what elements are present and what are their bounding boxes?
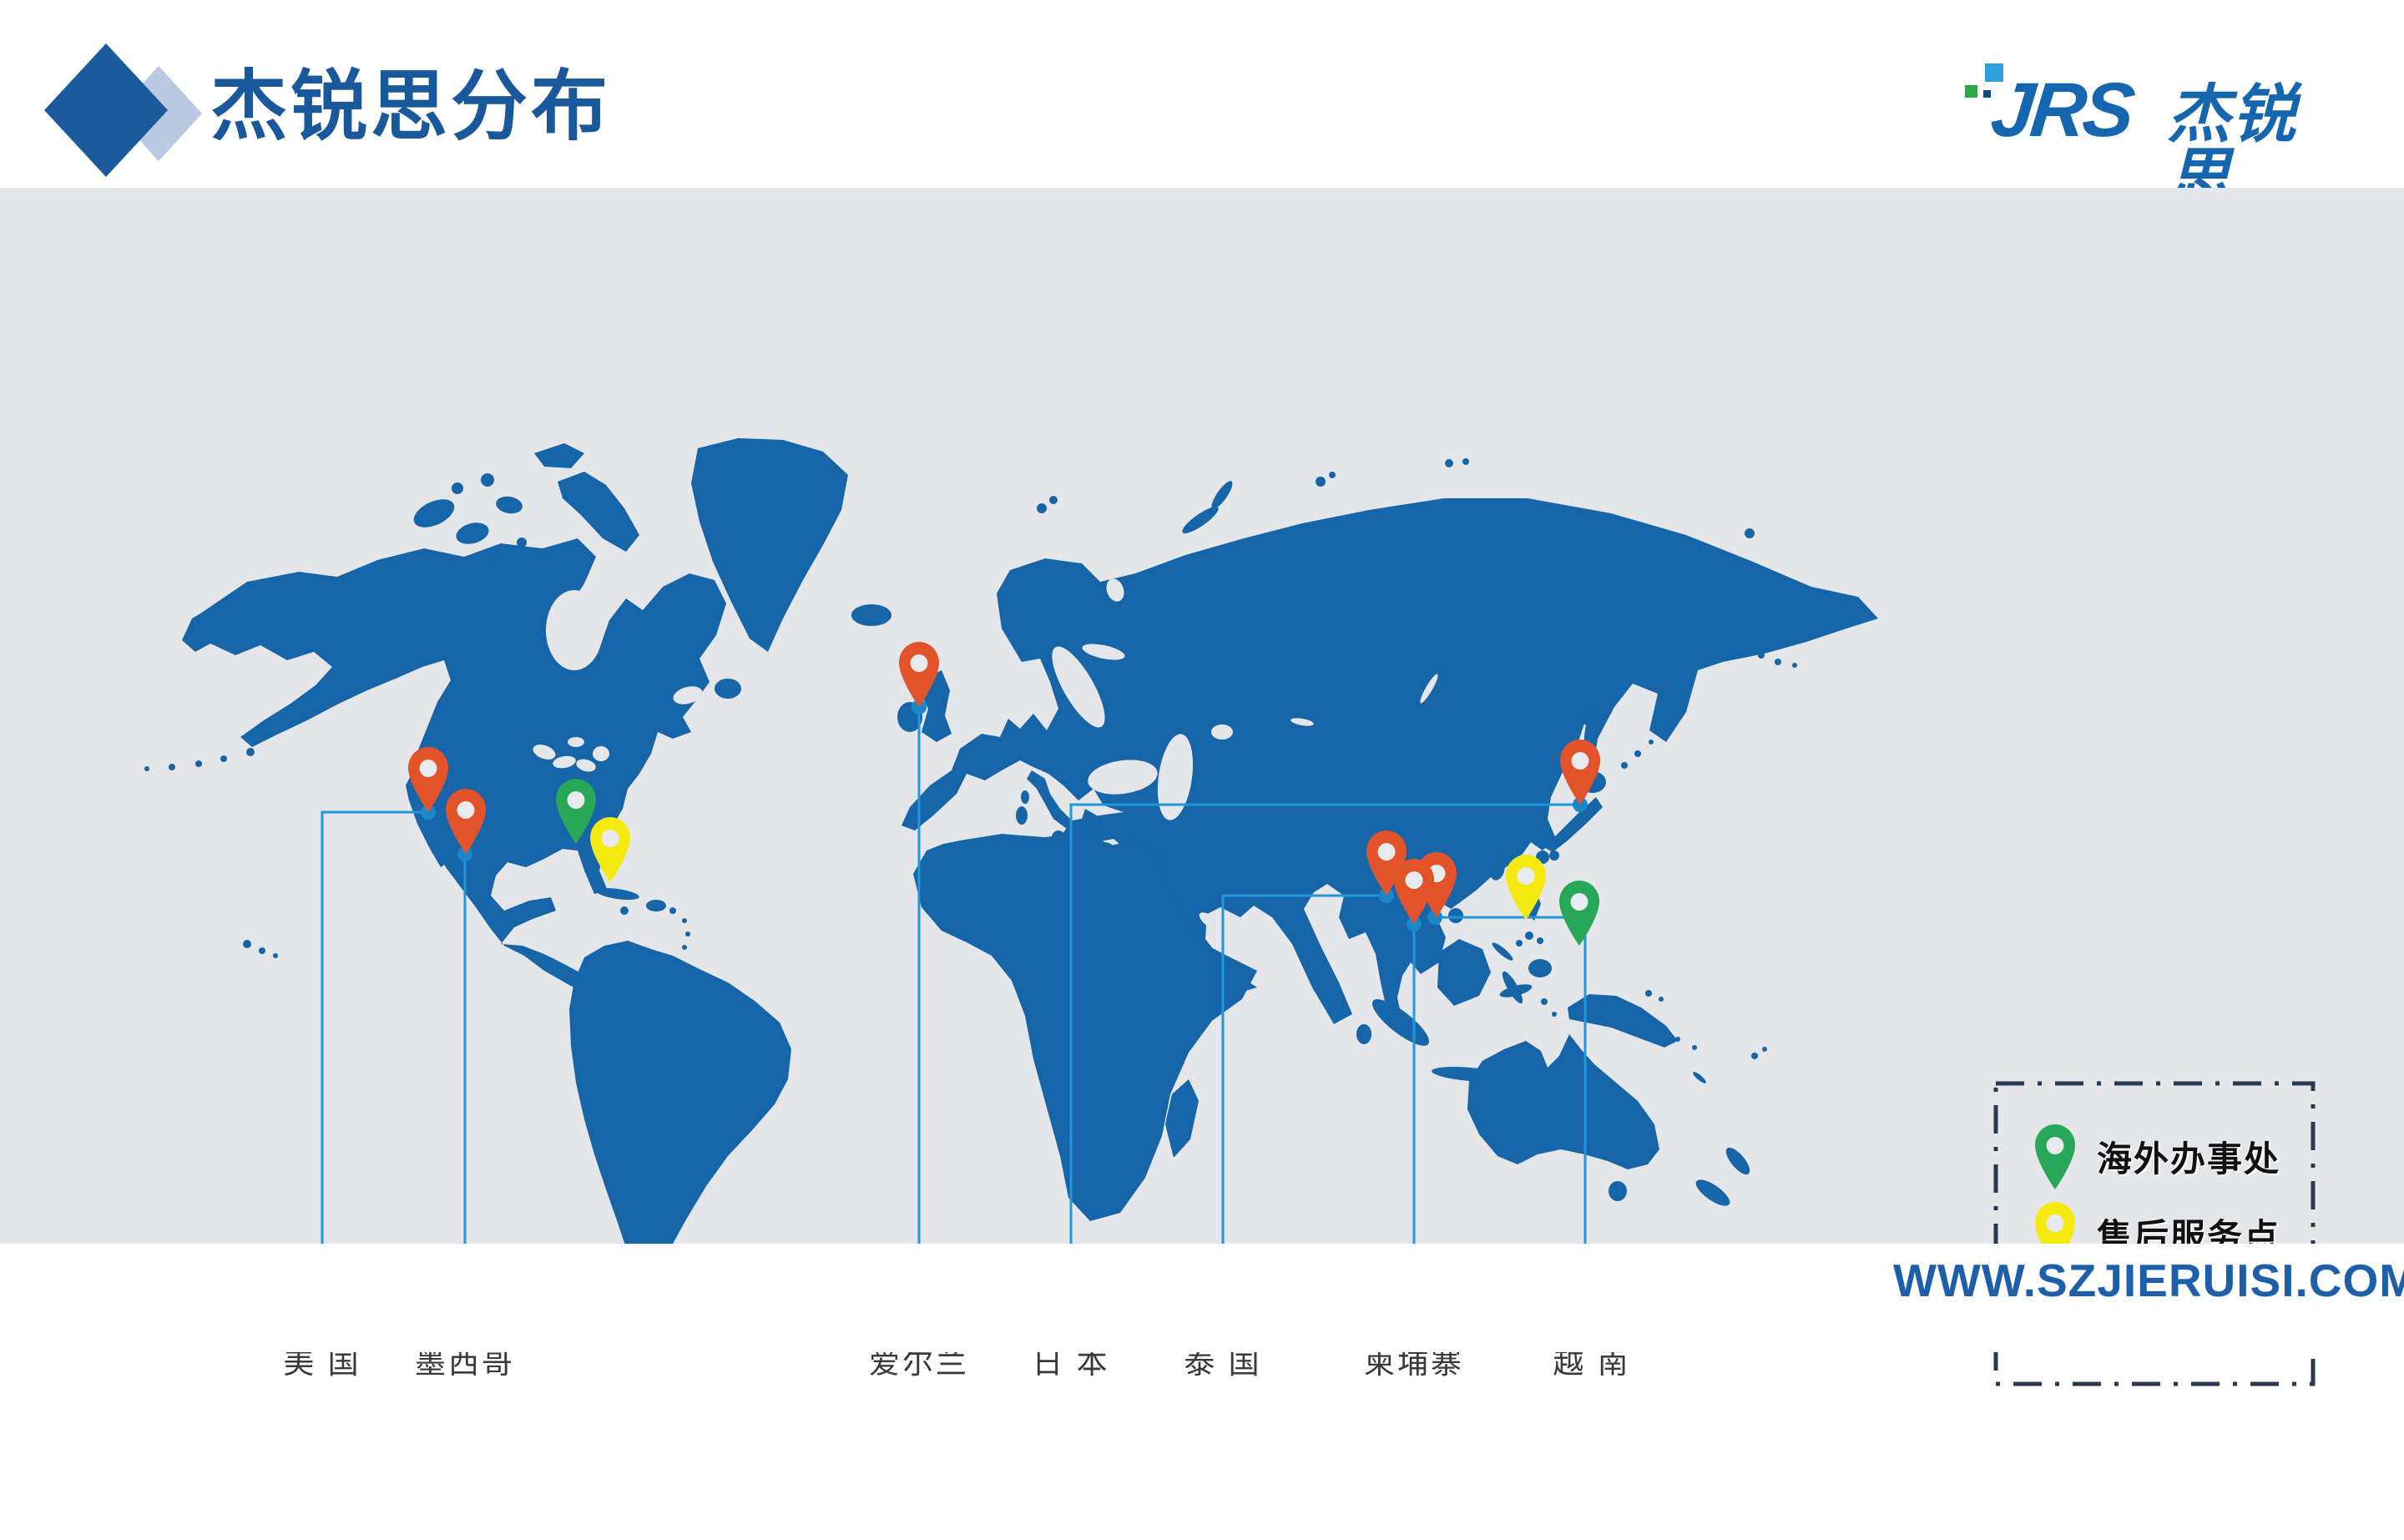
world-map [144,438,1878,1305]
logo-square-green-icon [1965,85,1977,98]
map-pin-icon [2035,1123,2075,1189]
legend-label: 海外办事处 [2097,1139,2281,1179]
diamond-logo-icon [44,43,202,177]
leader-dot-mexico [457,846,472,861]
page-title: 杰锐思分布 [210,64,612,149]
office-pin-icon [556,779,596,844]
service-pin-icon [590,817,630,882]
service-pin-icon [1506,855,1546,920]
ship-pin-icon [1560,740,1600,805]
leader-line-japan [1069,803,1580,1271]
ship-pin-icon [899,642,939,707]
map-panel: America美 国Mexico墨西哥Lreland爱尔兰Japan日 本Tha… [0,188,2404,1386]
ship-pin-icon [446,789,486,854]
slide-header: 杰锐思分布 JRS 杰锐思 [0,0,2404,210]
logo-square-lightblue-icon [1985,63,2003,82]
logo-text-en: JRS [1987,68,2136,153]
location-pins [408,642,1600,946]
ship-pin-icon [408,747,448,812]
office-pin-icon [2035,1123,2075,1189]
leader-line-america [321,810,428,1271]
website-url: WWW.SZJIERUISI.COM [1893,1255,2404,1306]
water-bodies [533,578,1438,932]
ship-pin-icon [1394,859,1434,924]
slide-footer: WWW.SZJIERUISI.COM [0,1244,2404,1352]
office-pin-icon [1559,881,1599,946]
continents [144,438,1878,1305]
leader-lines [321,707,1587,1271]
jrs-logo: JRS 杰锐思 [1960,63,2352,210]
leader-line-thailand [1221,894,1386,1271]
logo-square-navy-icon [1983,90,1991,98]
legend-item-office: 海外办事处 [2035,1118,2280,1195]
